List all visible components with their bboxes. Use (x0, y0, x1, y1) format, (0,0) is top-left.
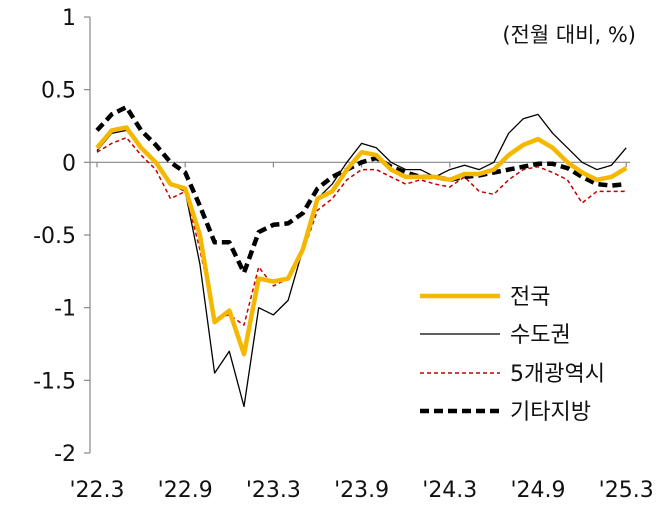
x-tick-label: '24.9 (510, 478, 565, 503)
series-layer (95, 104, 628, 408)
y-tick-label: -1 (54, 297, 76, 322)
x-tick-label: '22.9 (158, 478, 213, 503)
x-tick-label: '23.3 (246, 478, 301, 503)
x-tick-label: '25.3 (599, 478, 654, 503)
legend-label-1: 수도권 (510, 323, 571, 348)
series-line-2 (96, 136, 627, 326)
unit-label: (전월 대비, %) (502, 23, 636, 47)
y-tick-label: 1 (62, 6, 76, 31)
x-tick-label: '24.3 (422, 478, 477, 503)
legend-label-0: 전국 (510, 285, 550, 310)
axes: 1 0.5 0 -0.5 -1 -1.5 -2 '22.3 '22.9 '23.3 '23.9 '24… (33, 6, 654, 503)
y-tick-label: -1.5 (33, 369, 76, 394)
legend-label-2: 5개광역시 (510, 362, 605, 387)
y-tick-label: 0 (62, 151, 76, 176)
legend-label-3: 기타지방 (510, 400, 591, 425)
series-line-3 (95, 104, 627, 276)
y-tick-label: -0.5 (33, 224, 76, 249)
x-tick-label: '23.9 (334, 478, 389, 503)
series-line-0 (95, 125, 628, 357)
y-tick-label: 0.5 (41, 79, 76, 104)
y-tick-label: -2 (54, 442, 76, 467)
x-tick-label: '22.3 (69, 478, 124, 503)
